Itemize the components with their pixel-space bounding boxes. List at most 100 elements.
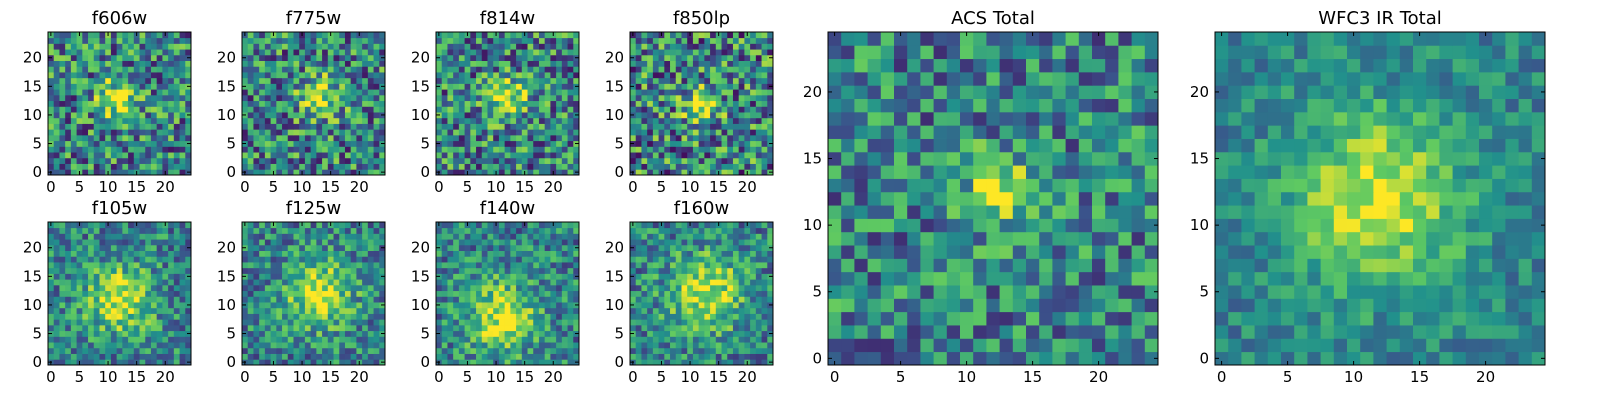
heatmap-cell	[562, 129, 568, 135]
heatmap-cell	[699, 32, 705, 38]
heatmap-cell	[379, 251, 385, 257]
heatmap-cell	[693, 319, 699, 325]
heatmap-cell	[556, 38, 562, 44]
heatmap-cell	[105, 239, 111, 245]
heatmap-cell	[140, 336, 146, 342]
heatmap-cell	[259, 262, 265, 268]
heatmap-cell	[117, 72, 123, 78]
heatmap-cell	[442, 61, 448, 67]
heatmap-cell	[305, 135, 311, 141]
heatmap-cell	[140, 89, 146, 95]
heatmap-cell	[311, 101, 317, 107]
heatmap-cell	[242, 319, 248, 325]
heatmap-cell	[767, 314, 773, 320]
y-tick-label: 15	[605, 77, 624, 95]
heatmap-cell	[293, 152, 299, 158]
heatmap-cell	[128, 61, 134, 67]
heatmap-cell	[128, 251, 134, 257]
heatmap-cell	[185, 61, 191, 67]
heatmap-cell	[122, 129, 128, 135]
heatmap-cell	[744, 135, 750, 141]
heatmap-cell	[71, 101, 77, 107]
heatmap-cell	[134, 158, 140, 164]
heatmap-cell	[533, 158, 539, 164]
heatmap-cell	[65, 222, 71, 228]
heatmap-cell	[105, 43, 111, 49]
heatmap-cell	[140, 78, 146, 84]
heatmap-cell	[550, 331, 556, 337]
heatmap-cell	[99, 245, 105, 251]
heatmap-cell	[447, 256, 453, 262]
heatmap-cell	[447, 285, 453, 291]
heatmap-cell	[664, 106, 670, 112]
heatmap-cell	[447, 55, 453, 61]
heatmap-cell	[180, 325, 186, 331]
heatmap-cell	[756, 83, 762, 89]
heatmap-cell	[539, 308, 545, 314]
heatmap-cell	[687, 348, 693, 354]
heatmap-cell	[436, 314, 442, 320]
heatmap-cell	[140, 61, 146, 67]
heatmap-cell	[505, 95, 511, 101]
heatmap-cell	[305, 55, 311, 61]
heatmap-cell	[351, 38, 357, 44]
heatmap-cell	[259, 38, 265, 44]
heatmap-cell	[664, 342, 670, 348]
heatmap-cell	[476, 291, 482, 297]
heatmap-cell	[699, 129, 705, 135]
heatmap-cell	[299, 49, 305, 55]
heatmap-cell	[157, 49, 163, 55]
heatmap-cell	[470, 319, 476, 325]
heatmap-cell	[528, 118, 534, 124]
heatmap-cell	[545, 169, 551, 175]
heatmap-cell	[539, 38, 545, 44]
heatmap-cell	[453, 336, 459, 342]
heatmap-cell	[562, 112, 568, 118]
heatmap-cell	[71, 228, 77, 234]
heatmap-cell	[288, 89, 294, 95]
heatmap-cell	[82, 302, 88, 308]
heatmap-cell	[664, 78, 670, 84]
heatmap-cell	[533, 101, 539, 107]
heatmap-cell	[356, 291, 362, 297]
heatmap-cell	[465, 135, 471, 141]
heatmap-cell	[510, 336, 516, 342]
heatmap-cell	[140, 43, 146, 49]
heatmap-cell	[562, 222, 568, 228]
heatmap-cell	[744, 129, 750, 135]
heatmap-cell	[533, 135, 539, 141]
heatmap-cell	[253, 319, 259, 325]
heatmap-cell	[550, 245, 556, 251]
heatmap-cell	[636, 359, 642, 365]
heatmap-cell	[328, 273, 334, 279]
heatmap-cell	[145, 89, 151, 95]
heatmap-cell	[140, 158, 146, 164]
heatmap-cell	[368, 101, 374, 107]
heatmap-cell	[99, 112, 105, 118]
heatmap-cell	[505, 38, 511, 44]
heatmap-cell	[77, 273, 83, 279]
heatmap-cell	[322, 325, 328, 331]
heatmap-cell	[545, 354, 551, 360]
heatmap-cell	[88, 285, 94, 291]
heatmap-cell	[305, 239, 311, 245]
heatmap-cell	[493, 325, 499, 331]
y-tick-label: 15	[23, 77, 42, 95]
heatmap-cell	[368, 228, 374, 234]
heatmap-cell	[368, 89, 374, 95]
heatmap-cell	[545, 78, 551, 84]
heatmap-cell	[659, 302, 665, 308]
heatmap-cell	[522, 72, 528, 78]
heatmap-cell	[117, 135, 123, 141]
heatmap-cell	[293, 61, 299, 67]
heatmap-cell	[659, 152, 665, 158]
heatmap-cell	[162, 95, 168, 101]
heatmap-cell	[54, 83, 60, 89]
heatmap-cell	[482, 95, 488, 101]
heatmap-cell	[476, 342, 482, 348]
heatmap-cell	[316, 233, 322, 239]
heatmap-cell	[288, 101, 294, 107]
heatmap-cell	[704, 359, 710, 365]
heatmap-cell	[562, 106, 568, 112]
heatmap-cell	[539, 95, 545, 101]
